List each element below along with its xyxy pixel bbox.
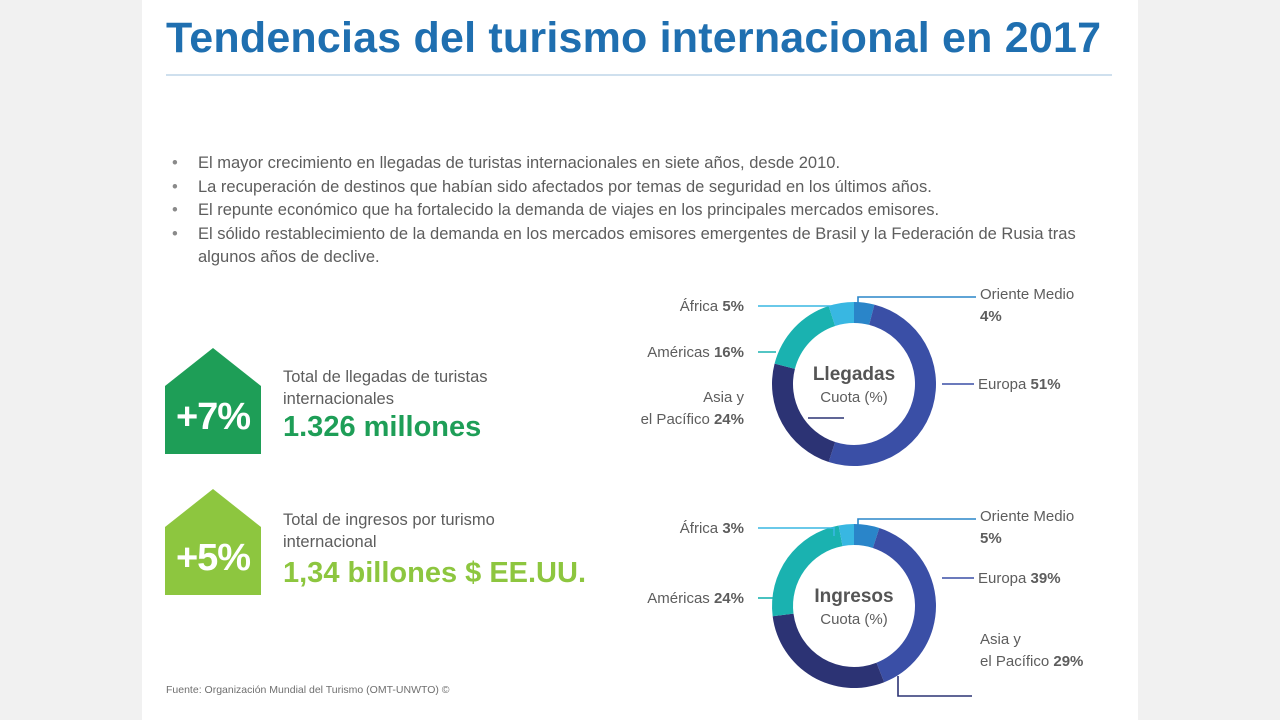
- slice-label: el Pacífico 29%: [980, 653, 1083, 670]
- title-divider: [166, 74, 1112, 76]
- donut-slice: [828, 302, 854, 326]
- donut-slice: [828, 304, 936, 466]
- donut-center-title: Ingresos: [814, 586, 893, 607]
- arrivals-value: 1.326 millones: [283, 411, 482, 443]
- arrivals-house-shape: [165, 348, 261, 454]
- leader-line: [758, 527, 835, 536]
- slice-label: Oriente Medio: [980, 508, 1074, 525]
- arrivals-house-icon: +7%: [165, 348, 261, 454]
- donut-center-title: Llegadas: [813, 364, 895, 385]
- slice-label: Oriente Medio: [980, 286, 1074, 303]
- page-title: Tendencias del turismo internacional en …: [166, 14, 1102, 62]
- donut-slice: [854, 302, 875, 325]
- donut-center-subtitle: Cuota (%): [820, 389, 888, 406]
- bullet-item: El mayor crecimiento en llegadas de turi…: [166, 152, 1126, 176]
- slice-label: Europa 39%: [978, 570, 1061, 587]
- donut-slice: [774, 306, 836, 369]
- bullet-item: El repunte económico que ha fortalecido …: [166, 199, 1126, 223]
- receipts-label: Total de ingresos por turismo internacio…: [283, 511, 495, 551]
- slice-label: Américas 24%: [647, 590, 744, 607]
- slice-value-label: 29%: [1053, 653, 1083, 670]
- slice-label: África 3%: [680, 520, 744, 537]
- slice-value-label: 24%: [714, 411, 744, 428]
- slice-label: Asia y: [980, 631, 1021, 648]
- leader-line: [758, 305, 833, 314]
- slice-label: Europa 51%: [978, 376, 1061, 393]
- slice-value-label: 16%: [714, 344, 744, 361]
- donut-charts: Oriente Medio 4% Europa 51% Asia y el Pacífi…: [641, 286, 1083, 697]
- arrivals-growth: +7%: [175, 396, 251, 438]
- leader-line: [857, 518, 976, 530]
- bullet-item: La recuperación de destinos que habían s…: [166, 176, 1126, 200]
- receipts-value: 1,34 billones $ EE.UU.: [283, 557, 586, 589]
- donut-slice: [772, 613, 885, 689]
- slice-value-label: 5%: [722, 298, 744, 315]
- bullet-item: El sólido restablecimiento de la demanda…: [166, 223, 1126, 270]
- slice-value-label: 51%: [1031, 376, 1061, 393]
- slice-label: África 5%: [680, 298, 744, 315]
- slice-value-label: 5%: [980, 530, 1002, 547]
- receipts-house-shape: [165, 489, 261, 595]
- donut-slice: [872, 528, 937, 683]
- infographic-slide: Tendencias del turismo internacional en …: [142, 0, 1138, 720]
- receipts-growth: +5%: [175, 537, 251, 579]
- donut-slice: [772, 363, 836, 462]
- donut-slice: [772, 525, 843, 617]
- donut-slice: [854, 524, 880, 548]
- source-note: Fuente: Organización Mundial del Turismo…: [166, 684, 450, 696]
- donut-slice: [838, 524, 854, 547]
- bullet-list: El mayor crecimiento en llegadas de turi…: [166, 152, 1126, 270]
- arrivals-label: Total de llegadas de turistas internacio…: [283, 368, 488, 408]
- slice-label: Asia y: [703, 389, 744, 406]
- leader-line: [897, 676, 972, 697]
- slice-value-label: 39%: [1031, 570, 1061, 587]
- donut-center-subtitle: Cuota (%): [820, 611, 888, 628]
- leader-line: [857, 296, 976, 308]
- slice-label: el Pacífico 24%: [641, 411, 744, 428]
- slice-value-label: 4%: [980, 308, 1002, 325]
- receipts-house-icon: +5%: [165, 489, 261, 595]
- slice-label: Américas 16%: [647, 344, 744, 361]
- slice-value-label: 24%: [714, 590, 744, 607]
- slice-value-label: 3%: [722, 520, 744, 537]
